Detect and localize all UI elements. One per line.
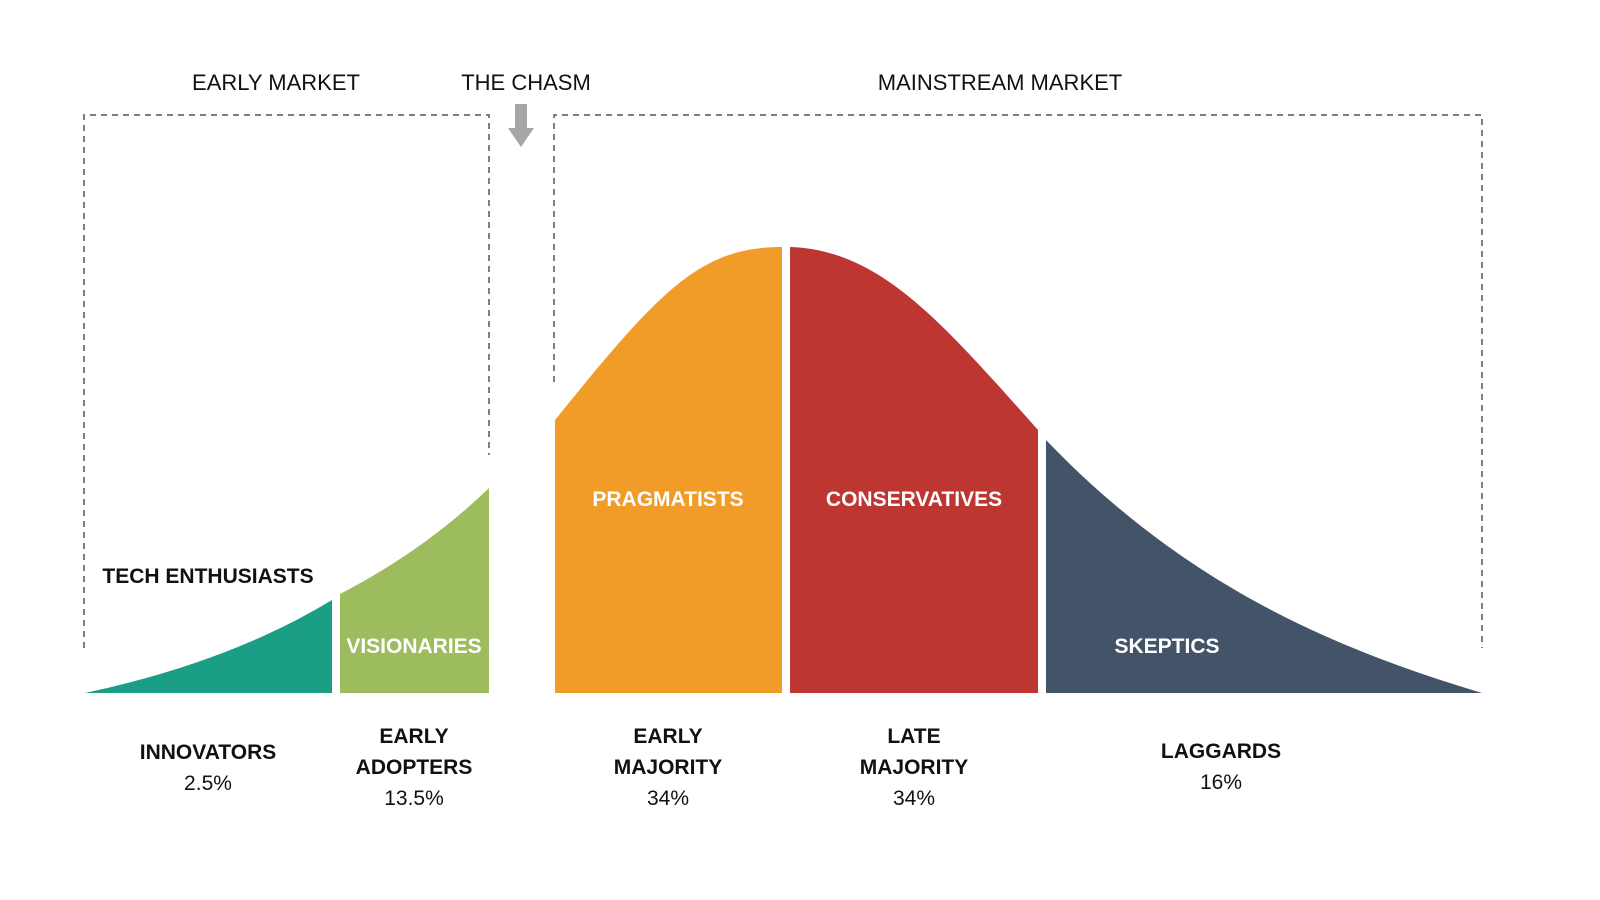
group-name: MAJORITY: [859, 756, 969, 779]
laggards-caption: LAGGARDS 16%: [1161, 736, 1281, 798]
group-name: EARLY: [633, 725, 703, 748]
group-name: LATE: [887, 725, 941, 748]
early-market-label: EARLY MARKET: [192, 70, 360, 95]
chasm-label: THE CHASM: [461, 70, 591, 95]
late-majority-caption: LATE MAJORITY 34%: [860, 721, 969, 814]
visionaries-label: VISIONARIES: [346, 635, 482, 658]
group-name: MAJORITY: [613, 756, 723, 779]
mainstream-market-label: MAINSTREAM MARKET: [877, 70, 1123, 95]
early-majority-caption: EARLY MAJORITY 34%: [614, 721, 723, 814]
group-name: ADOPTERS: [355, 756, 473, 779]
group-share: 16%: [1199, 771, 1243, 794]
pragmatists-label: PRAGMATISTS: [592, 488, 744, 511]
conservatives-label: CONSERVATIVES: [825, 488, 1003, 511]
tech-enthusiasts-label: TECH ENTHUSIASTS: [102, 565, 314, 588]
mainstream-market-bracket: [553, 114, 1483, 648]
segment-early-adopters: [340, 488, 489, 693]
arrow-down-icon: [508, 104, 534, 147]
segment-innovators: [85, 600, 332, 693]
group-name: LAGGARDS: [1160, 740, 1282, 763]
segment-early-majority: [555, 247, 782, 693]
group-share: 34%: [892, 787, 936, 810]
group-share: 2.5%: [184, 772, 232, 795]
innovators-caption: INNOVATORS 2.5%: [140, 737, 277, 799]
group-name: EARLY: [379, 725, 449, 748]
skeptics-label: SKEPTICS: [1114, 635, 1220, 658]
early-market-bracket: [83, 114, 490, 648]
segment-laggards: [1046, 440, 1482, 693]
group-name: INNOVATORS: [139, 741, 277, 764]
early-adopters-caption: EARLY ADOPTERS 13.5%: [356, 721, 473, 814]
segment-late-majority: [790, 247, 1038, 693]
group-share: 34%: [646, 787, 690, 810]
group-share: 13.5%: [384, 787, 444, 810]
